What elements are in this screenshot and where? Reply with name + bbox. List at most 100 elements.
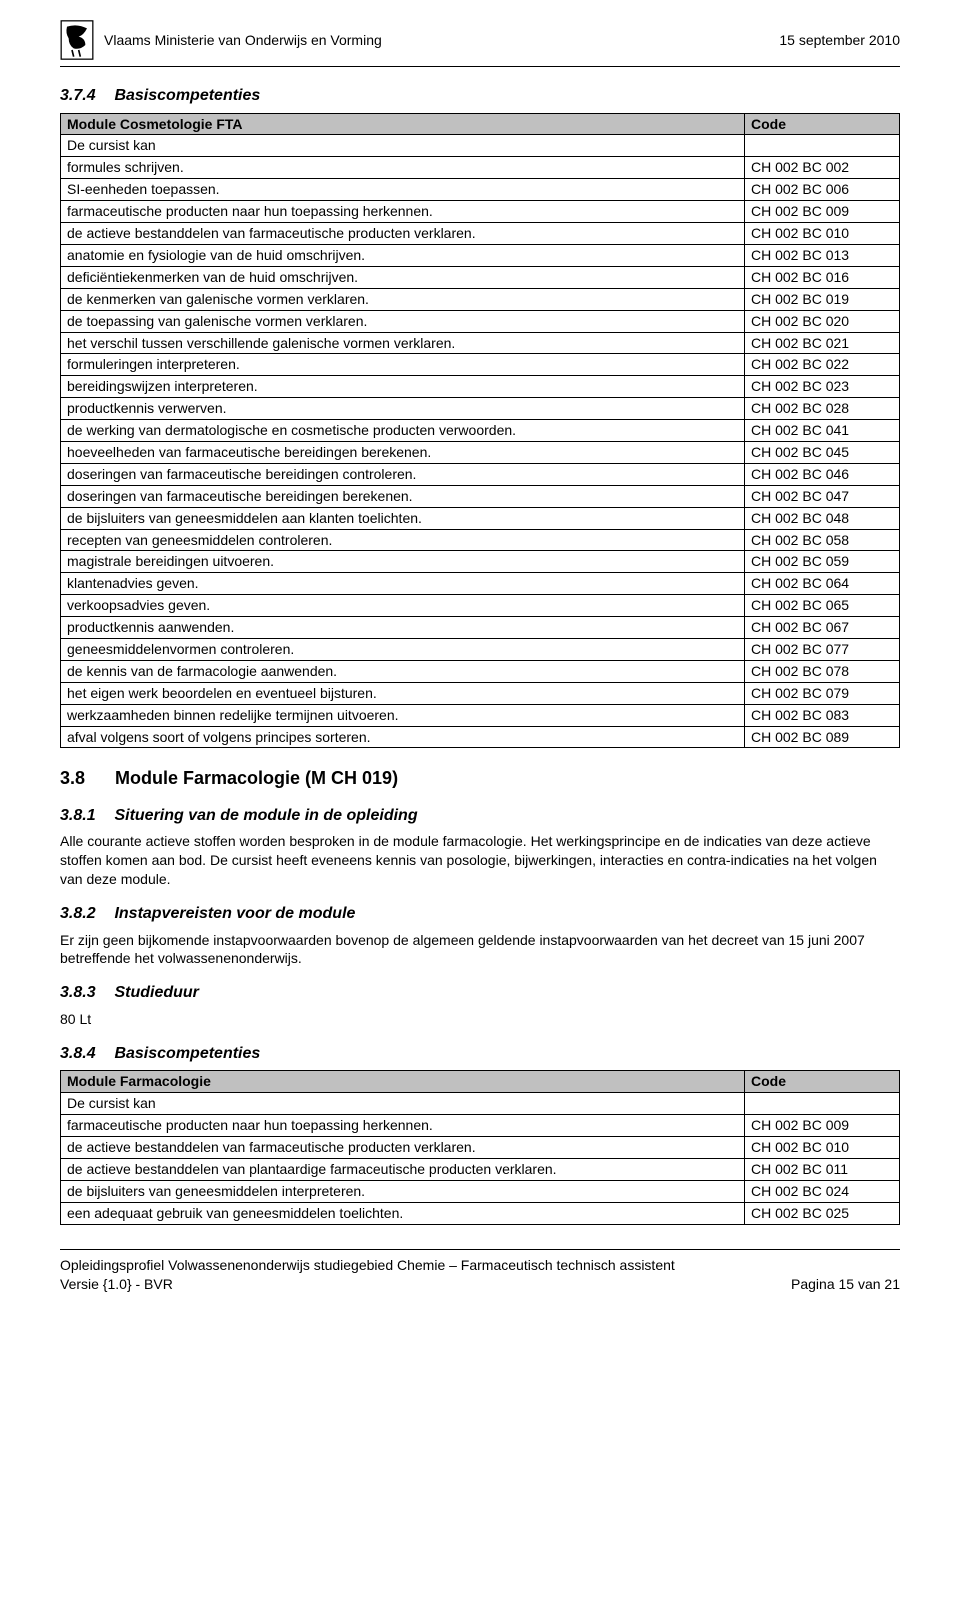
competency-desc: de kennis van de farmacologie aanwenden. (61, 660, 745, 682)
table-row: de actieve bestanddelen van plantaardige… (61, 1159, 900, 1181)
table-row: de kenmerken van galenische vormen verkl… (61, 288, 900, 310)
competency-desc: doseringen van farmaceutische bereidinge… (61, 463, 745, 485)
competency-desc: verkoopsadvies geven. (61, 595, 745, 617)
competency-desc: een adequaat gebruik van geneesmiddelen … (61, 1202, 745, 1224)
table-lead-code (745, 135, 900, 157)
page-footer: Opleidingsprofiel Volwassenenonderwijs s… (60, 1249, 900, 1294)
header-left: Vlaams Ministerie van Onderwijs en Vormi… (60, 20, 382, 60)
document-date: 15 september 2010 (779, 31, 900, 50)
section-title: Studieduur (114, 984, 198, 1001)
competency-desc: werkzaamheden binnen redelijke termijnen… (61, 704, 745, 726)
competency-desc: SI-eenheden toepassen. (61, 179, 745, 201)
competency-code: CH 002 BC 009 (745, 201, 900, 223)
competency-code: CH 002 BC 002 (745, 157, 900, 179)
competency-desc: deficiëntiekenmerken van de huid omschri… (61, 266, 745, 288)
section-title: Instapvereisten voor de module (114, 905, 355, 922)
section-num: 3.7.4 (60, 85, 110, 107)
table-row: geneesmiddelenvormen controleren.CH 002 … (61, 638, 900, 660)
section-title: Module Farmacologie (M CH 019) (115, 768, 398, 788)
competency-code: CH 002 BC 009 (745, 1115, 900, 1137)
competency-code: CH 002 BC 020 (745, 310, 900, 332)
competency-code: CH 002 BC 048 (745, 507, 900, 529)
section-num: 3.8.1 (60, 805, 110, 827)
competency-desc: de kenmerken van galenische vormen verkl… (61, 288, 745, 310)
section-383-heading: 3.8.3 Studieduur (60, 982, 900, 1004)
section-38-heading: 3.8 Module Farmacologie (M CH 019) (60, 766, 900, 790)
competency-desc: de actieve bestanddelen van farmaceutisc… (61, 223, 745, 245)
table-row: farmaceutische producten naar hun toepas… (61, 201, 900, 223)
col-module: Module Cosmetologie FTA (61, 113, 745, 135)
section-384-heading: 3.8.4 Basiscompetenties (60, 1043, 900, 1065)
competency-code: CH 002 BC 023 (745, 376, 900, 398)
section-num: 3.8.3 (60, 982, 110, 1004)
competency-desc: de bijsluiters van geneesmiddelen aan kl… (61, 507, 745, 529)
table-row: doseringen van farmaceutische bereidinge… (61, 485, 900, 507)
section-num: 3.8 (60, 766, 110, 790)
table-row: recepten van geneesmiddelen controleren.… (61, 529, 900, 551)
competency-desc: het verschil tussen verschillende galeni… (61, 332, 745, 354)
competency-desc: de bijsluiters van geneesmiddelen interp… (61, 1180, 745, 1202)
competency-code: CH 002 BC 022 (745, 354, 900, 376)
footer-right: Pagina 15 van 21 (791, 1275, 900, 1294)
table-row: anatomie en fysiologie van de huid omsch… (61, 244, 900, 266)
competency-desc: productkennis verwerven. (61, 398, 745, 420)
table-row: de bijsluiters van geneesmiddelen interp… (61, 1180, 900, 1202)
footer-line1: Opleidingsprofiel Volwassenenonderwijs s… (60, 1256, 675, 1275)
col-module: Module Farmacologie (61, 1071, 745, 1093)
table-row: bereidingswijzen interpreteren.CH 002 BC… (61, 376, 900, 398)
competency-code: CH 002 BC 059 (745, 551, 900, 573)
col-code: Code (745, 1071, 900, 1093)
competency-desc: hoeveelheden van farmaceutische bereidin… (61, 441, 745, 463)
table-row: productkennis verwerven.CH 002 BC 028 (61, 398, 900, 420)
competency-desc: de actieve bestanddelen van farmaceutisc… (61, 1137, 745, 1159)
table-row: de actieve bestanddelen van farmaceutisc… (61, 1137, 900, 1159)
table-row: SI-eenheden toepassen.CH 002 BC 006 (61, 179, 900, 201)
competency-desc: afval volgens soort of volgens principes… (61, 726, 745, 748)
footer-line2: Versie {1.0} - BVR (60, 1275, 675, 1294)
table-row: magistrale bereidingen uitvoeren.CH 002 … (61, 551, 900, 573)
section-382-body: Er zijn geen bijkomende instapvoorwaarde… (60, 931, 900, 969)
competency-code: CH 002 BC 065 (745, 595, 900, 617)
section-381-heading: 3.8.1 Situering van de module in de ople… (60, 805, 900, 827)
competency-desc: de werking van dermatologische en cosmet… (61, 420, 745, 442)
footer-left: Opleidingsprofiel Volwassenenonderwijs s… (60, 1256, 675, 1294)
competency-code: CH 002 BC 089 (745, 726, 900, 748)
table-row: klantenadvies geven.CH 002 BC 064 (61, 573, 900, 595)
competency-desc: de actieve bestanddelen van plantaardige… (61, 1159, 745, 1181)
table-row: deficiëntiekenmerken van de huid omschri… (61, 266, 900, 288)
competency-desc: formules schrijven. (61, 157, 745, 179)
competency-code: CH 002 BC 024 (745, 1180, 900, 1202)
competency-desc: formuleringen interpreteren. (61, 354, 745, 376)
competency-code: CH 002 BC 013 (745, 244, 900, 266)
competency-desc: geneesmiddelenvormen controleren. (61, 638, 745, 660)
table-row: de actieve bestanddelen van farmaceutisc… (61, 223, 900, 245)
competency-code: CH 002 BC 045 (745, 441, 900, 463)
competency-code: CH 002 BC 010 (745, 223, 900, 245)
competency-code: CH 002 BC 025 (745, 1202, 900, 1224)
competency-desc: de toepassing van galenische vormen verk… (61, 310, 745, 332)
competency-code: CH 002 BC 078 (745, 660, 900, 682)
competency-desc: doseringen van farmaceutische bereidinge… (61, 485, 745, 507)
competency-code: CH 002 BC 041 (745, 420, 900, 442)
competency-code: CH 002 BC 010 (745, 1137, 900, 1159)
page-header: Vlaams Ministerie van Onderwijs en Vormi… (60, 20, 900, 67)
competency-code: CH 002 BC 016 (745, 266, 900, 288)
section-num: 3.8.2 (60, 903, 110, 925)
table-row: doseringen van farmaceutische bereidinge… (61, 463, 900, 485)
table-row: farmaceutische producten naar hun toepas… (61, 1115, 900, 1137)
section-title: Situering van de module in de opleiding (114, 807, 417, 824)
competency-desc: farmaceutische producten naar hun toepas… (61, 201, 745, 223)
competency-desc: recepten van geneesmiddelen controleren. (61, 529, 745, 551)
competency-code: CH 002 BC 064 (745, 573, 900, 595)
section-374-heading: 3.7.4 Basiscompetenties (60, 85, 900, 107)
competency-code: CH 002 BC 067 (745, 617, 900, 639)
table-row: werkzaamheden binnen redelijke termijnen… (61, 704, 900, 726)
competency-desc: bereidingswijzen interpreteren. (61, 376, 745, 398)
competency-code: CH 002 BC 079 (745, 682, 900, 704)
table-row: de bijsluiters van geneesmiddelen aan kl… (61, 507, 900, 529)
table-row: het eigen werk beoordelen en eventueel b… (61, 682, 900, 704)
section-title: Basiscompetenties (114, 87, 260, 104)
table-lead-code (745, 1093, 900, 1115)
competency-code: CH 002 BC 006 (745, 179, 900, 201)
section-title: Basiscompetenties (114, 1045, 260, 1062)
